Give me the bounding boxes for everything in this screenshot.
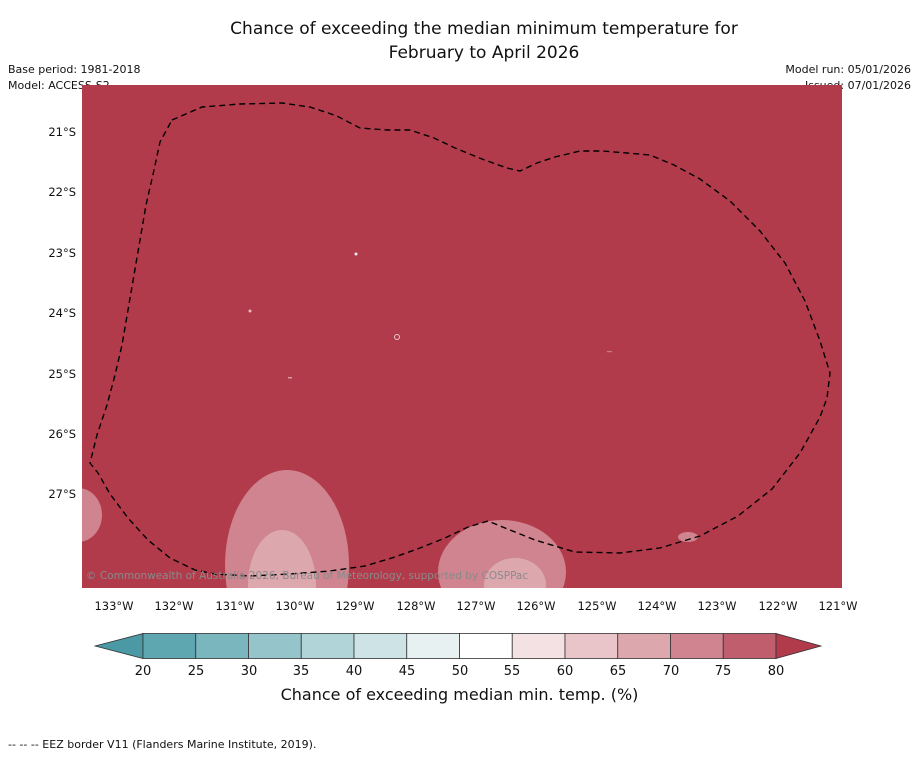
colorbar-tick: 65 <box>609 664 627 679</box>
colorbar-tick: 75 <box>714 664 732 679</box>
contour-speck <box>248 309 252 313</box>
warm-patch-outer-3 <box>82 488 102 542</box>
colorbar-tick: 30 <box>240 664 258 679</box>
contour-speck <box>607 351 612 353</box>
colorbar-tick: 45 <box>398 664 416 679</box>
page-title: Chance of exceeding the median minimum t… <box>49 17 919 65</box>
lon-label: 126°W <box>516 599 556 613</box>
colorbar-tick: 55 <box>503 664 521 679</box>
colorbar-segment <box>670 633 724 659</box>
title-line-2: February to April 2026 <box>388 43 580 63</box>
title-line-1: Chance of exceeding the median minimum t… <box>230 19 738 39</box>
colorbar-segment <box>564 633 619 659</box>
contour-ring <box>394 334 400 340</box>
colorbar-tick: 70 <box>662 664 680 679</box>
colorbar-segment <box>617 633 671 659</box>
lon-label: 127°W <box>456 599 496 613</box>
warm-patch-inner-1 <box>248 530 316 588</box>
lon-label: 131°W <box>215 599 255 613</box>
map-field-fill <box>82 85 842 588</box>
lon-label: 124°W <box>637 599 677 613</box>
warm-patch-inner-2 <box>484 558 546 588</box>
lat-label: 21°S <box>48 125 76 139</box>
colorbar-tick: 60 <box>556 664 574 679</box>
lon-label: 125°W <box>577 599 617 613</box>
contour-speck <box>288 377 292 379</box>
lon-label: 129°W <box>335 599 375 613</box>
lon-label: 121°W <box>818 599 858 613</box>
model-run-text: Model run: 05/01/2026 <box>785 63 911 76</box>
colorbar-segment <box>406 633 460 659</box>
lon-label: 133°W <box>94 599 134 613</box>
lat-label: 23°S <box>48 246 76 260</box>
colorbar-label: Chance of exceeding median min. temp. (%… <box>280 685 639 704</box>
lat-label: 27°S <box>48 487 76 501</box>
colorbar-segment <box>248 633 302 659</box>
colorbar-tick: 80 <box>767 664 785 679</box>
map-panel: © Commonwealth of Australia 2026, Bureau… <box>82 85 842 588</box>
colorbar-tick: 35 <box>292 664 310 679</box>
colorbar <box>93 632 823 663</box>
eez-border-outline <box>89 102 831 577</box>
lon-label: 128°W <box>396 599 436 613</box>
colorbar-tick: 25 <box>187 664 205 679</box>
colorbar-tick: 40 <box>345 664 363 679</box>
lon-label: 123°W <box>697 599 737 613</box>
colorbar-segment <box>722 633 777 659</box>
colorbar-under-arrow <box>93 632 144 660</box>
lat-label: 24°S <box>48 306 76 320</box>
colorbar-segment <box>195 633 249 659</box>
lat-label: 25°S <box>48 367 76 381</box>
colorbar-over-arrow <box>775 632 823 660</box>
colorbar-tick: 50 <box>451 664 469 679</box>
colorbar-segment <box>459 633 513 659</box>
colorbar-segment <box>353 633 408 659</box>
lon-label: 130°W <box>275 599 315 613</box>
colorbar-segment <box>511 633 566 659</box>
map-canvas <box>82 85 842 588</box>
colorbar-canvas <box>93 632 823 660</box>
eez-footnote: -- -- -- EEZ border V11 (Flanders Marine… <box>8 738 317 751</box>
warm-patch-small <box>678 532 698 542</box>
colorbar-tick: 20 <box>134 664 152 679</box>
lon-label: 122°W <box>758 599 798 613</box>
contour-speck <box>354 252 358 256</box>
copyright-text: © Commonwealth of Australia 2026, Bureau… <box>86 570 529 582</box>
lon-label: 132°W <box>154 599 194 613</box>
lat-label: 22°S <box>48 185 76 199</box>
colorbar-segment <box>300 633 355 659</box>
base-period-text: Base period: 1981-2018 <box>8 63 141 76</box>
lat-label: 26°S <box>48 427 76 441</box>
colorbar-segment <box>142 633 197 659</box>
